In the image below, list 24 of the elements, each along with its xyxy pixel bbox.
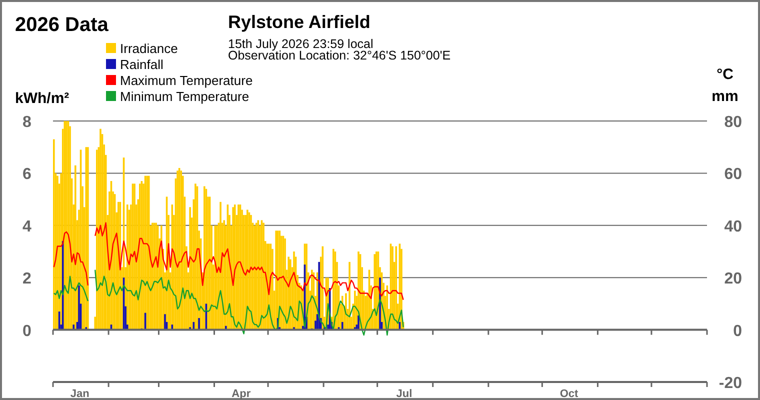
x-tick-label: Jul xyxy=(396,388,412,400)
y2-axis-title: °C mm xyxy=(712,66,738,105)
chart-title: 2026 Data xyxy=(15,14,110,36)
text: 15th July 2026 23:59 local xyxy=(228,37,374,51)
y2-tick-label: 60 xyxy=(724,166,742,184)
x-tick-label: Jan xyxy=(70,388,90,400)
y-tick-label: 6 xyxy=(22,166,32,184)
y-tick-label: 8 xyxy=(22,114,32,131)
y-tick-label: 2 xyxy=(22,270,32,288)
x-tick-label: Oct xyxy=(560,388,579,400)
y-axis-title: kWh/m² xyxy=(15,90,70,107)
legend-label: Minimum Temperature xyxy=(120,89,250,104)
y2-tick-label: -20 xyxy=(718,375,742,392)
y-tick-label: 0 xyxy=(22,322,32,340)
y2-tick-label: 20 xyxy=(724,270,742,288)
y-tick-label: 4 xyxy=(22,218,32,236)
chart-subtitle: Rylstone Airfield xyxy=(228,12,370,32)
y2-tick-label: 80 xyxy=(724,114,742,131)
legend-label: Rainfall xyxy=(120,57,164,72)
x-tick-label: Apr xyxy=(232,388,252,400)
legend-label: Maximum Temperature xyxy=(120,73,253,88)
legend-label: Irradiance xyxy=(120,41,178,56)
y2-tick-label: 40 xyxy=(724,218,742,236)
y2-tick-label: 0 xyxy=(733,322,742,340)
